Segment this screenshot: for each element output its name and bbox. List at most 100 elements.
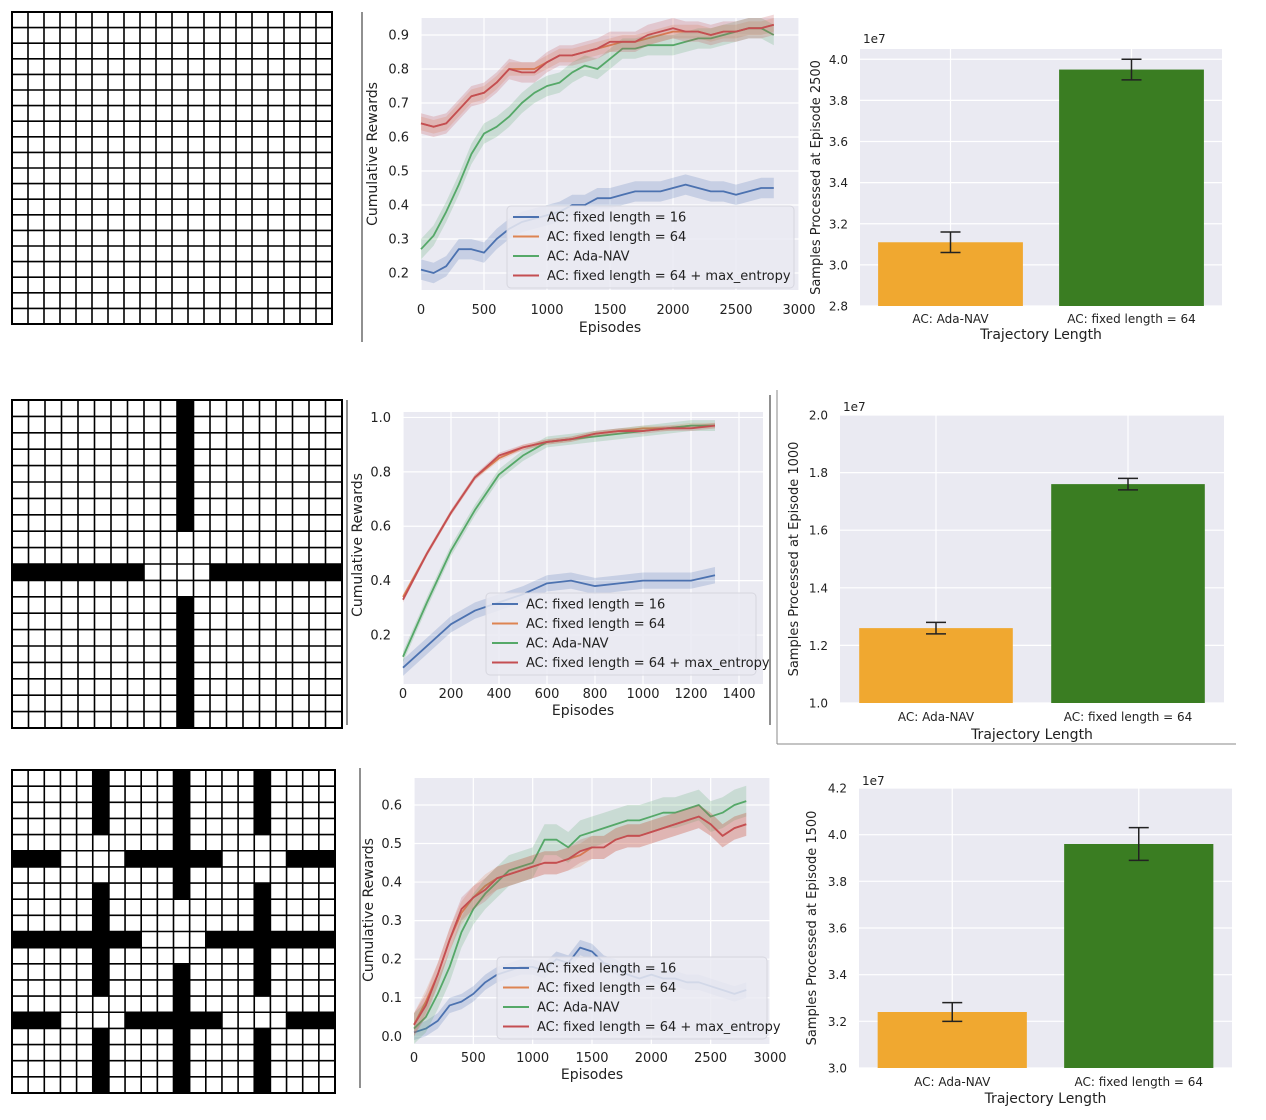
rewards-chart-1: 0 500 1000 1500 2000 2500 3000 0.2 0.3 0.4 0.5 0.6 0… xyxy=(365,14,816,336)
legend-label: AC: fixed length = 64 + max_entropy xyxy=(547,269,791,284)
x-tick-label: 1000 xyxy=(530,303,563,318)
x-tick-label: AC: fixed length = 64 xyxy=(1064,710,1193,724)
maze-wall xyxy=(12,931,142,948)
legend-box xyxy=(506,205,795,289)
axis-exponent: 1e7 xyxy=(863,32,886,46)
axis-exponent: 1e7 xyxy=(862,774,885,788)
rewards-chart-3: 0 500 1000 1500 2000 2500 3000 0.0 0.1 0.2 0.3 0.4 0… xyxy=(361,778,787,1083)
series-line-maxent xyxy=(413,815,747,1026)
x-tick-label: 3000 xyxy=(753,1051,786,1066)
maze-wall xyxy=(205,931,335,948)
x-tick-label: AC: Ada-NAV xyxy=(912,312,989,326)
y-tick-label: 0.7 xyxy=(388,97,409,112)
y-tick-label: 3.0 xyxy=(828,1062,847,1076)
x-tick-label: 500 xyxy=(461,1051,486,1066)
legend-label: AC: fixed length = 64 + max_entropy xyxy=(537,1020,781,1035)
maze-wall xyxy=(125,850,222,867)
x-axis-label: Episodes xyxy=(561,1067,623,1083)
series-line-fixed16 xyxy=(420,183,774,274)
legend-box xyxy=(496,956,768,1040)
maze-wall xyxy=(92,770,109,835)
series-line-adanav xyxy=(413,800,747,1030)
y-axis-label: Samples Processed at Episode 1500 xyxy=(805,811,820,1046)
y-tick-label: 2.0 xyxy=(809,409,828,423)
series-line-maxent xyxy=(420,23,775,128)
series-band-maxent xyxy=(421,14,774,138)
maze-wall xyxy=(210,564,342,581)
maze-wall xyxy=(177,400,194,532)
x-axis-label: Trajectory Length xyxy=(984,1091,1107,1107)
rewards-chart-2: 0 200 400 600 800 1000 1200 1400 0.2 0.4 0.6 0.8 1.0… xyxy=(350,411,770,719)
x-tick-label: 800 xyxy=(583,687,608,702)
y-tick-label: 3.2 xyxy=(828,1015,847,1029)
x-tick-label: 3000 xyxy=(782,303,815,318)
series-line-fixed16 xyxy=(402,574,716,669)
maze-wall xyxy=(12,1012,61,1029)
y-tick-label: 3.4 xyxy=(828,968,847,982)
x-axis-label: Trajectory Length xyxy=(979,327,1102,343)
maze-wall xyxy=(125,1012,222,1029)
y-tick-label: 1.0 xyxy=(809,697,828,711)
y-tick-label: 0.5 xyxy=(381,837,402,852)
x-tick-label: 500 xyxy=(472,303,497,318)
y-tick-label: 0.6 xyxy=(381,798,402,813)
samples-chart-2: 1.0 1.2 1.4 1.6 1.8 2.0 AC: Ada-NAV AC: fixed l… xyxy=(787,400,1224,743)
legend-label: AC: Ada-NAV xyxy=(526,637,609,652)
y-tick-label: 1.6 xyxy=(809,524,828,538)
y-tick-label: 0.3 xyxy=(388,233,409,248)
y-axis-label: Samples Processed at Episode 2500 xyxy=(809,60,824,295)
y-tick-label: 3.8 xyxy=(828,875,847,889)
x-tick-label: 0 xyxy=(399,687,407,702)
samples-chart-1: 2.8 3.0 3.2 3.4 3.6 3.8 4.0 AC: Ada-NAV AC: fixe… xyxy=(809,32,1222,343)
legend-label: AC: fixed length = 64 xyxy=(547,230,686,245)
y-tick-label: 0.6 xyxy=(388,131,409,146)
bar-0 xyxy=(859,628,1013,703)
x-tick-label: 600 xyxy=(535,687,560,702)
y-tick-label: 4.0 xyxy=(829,53,848,67)
legend-label: AC: Ada-NAV xyxy=(537,1001,620,1016)
x-tick-label: 2500 xyxy=(694,1051,727,1066)
maze-wall xyxy=(173,770,190,900)
bar-1 xyxy=(1064,844,1214,1068)
x-tick-label: 1000 xyxy=(516,1051,549,1066)
x-tick-label: 2000 xyxy=(635,1051,668,1066)
axis-exponent: 1e7 xyxy=(843,400,866,414)
maze-2 xyxy=(11,399,343,729)
series-band-adanav xyxy=(414,785,747,1044)
y-tick-label: 2.8 xyxy=(829,300,848,314)
maze-wall xyxy=(254,770,271,835)
y-tick-label: 1.2 xyxy=(809,639,828,653)
x-tick-label: 2000 xyxy=(656,303,689,318)
maze-1 xyxy=(11,11,333,325)
y-tick-label: 1.8 xyxy=(809,466,828,480)
x-tick-label: 1500 xyxy=(593,303,626,318)
maze-wall xyxy=(286,1012,335,1029)
y-tick-label: 0.5 xyxy=(388,165,409,180)
y-tick-label: 0.2 xyxy=(381,953,402,968)
x-tick-label: 1200 xyxy=(674,687,707,702)
y-tick-label: 3.2 xyxy=(829,217,848,231)
x-tick-label: AC: fixed length = 64 xyxy=(1067,312,1196,326)
series-line-maxent xyxy=(402,424,716,601)
maze-3 xyxy=(11,769,336,1094)
y-tick-label: 3.0 xyxy=(829,258,848,272)
series-band-fixed16 xyxy=(403,567,715,676)
series-band-fixed16 xyxy=(421,174,774,284)
y-tick-label: 0.8 xyxy=(388,63,409,78)
series-band-adanav xyxy=(421,18,774,260)
x-axis-label: Episodes xyxy=(552,703,614,719)
x-tick-label: 1400 xyxy=(722,687,755,702)
maze-wall xyxy=(254,1028,271,1093)
y-tick-label: 3.8 xyxy=(829,94,848,108)
series-band-fixed64 xyxy=(421,18,774,134)
y-axis-label: Cumulative Rewards xyxy=(350,473,366,617)
y-tick-label: 0.4 xyxy=(381,876,402,891)
y-tick-label: 0.3 xyxy=(381,914,402,929)
x-axis-label: Episodes xyxy=(579,320,641,336)
samples-chart-3: 3.0 3.2 3.4 3.6 3.8 4.0 4.2 AC: Ada-NAV AC: fixe… xyxy=(805,774,1232,1107)
y-tick-label: 0.8 xyxy=(370,465,391,480)
y-tick-label: 0.2 xyxy=(388,267,409,282)
y-tick-label: 4.2 xyxy=(828,782,847,796)
legend-label: AC: fixed length = 64 xyxy=(537,981,676,996)
